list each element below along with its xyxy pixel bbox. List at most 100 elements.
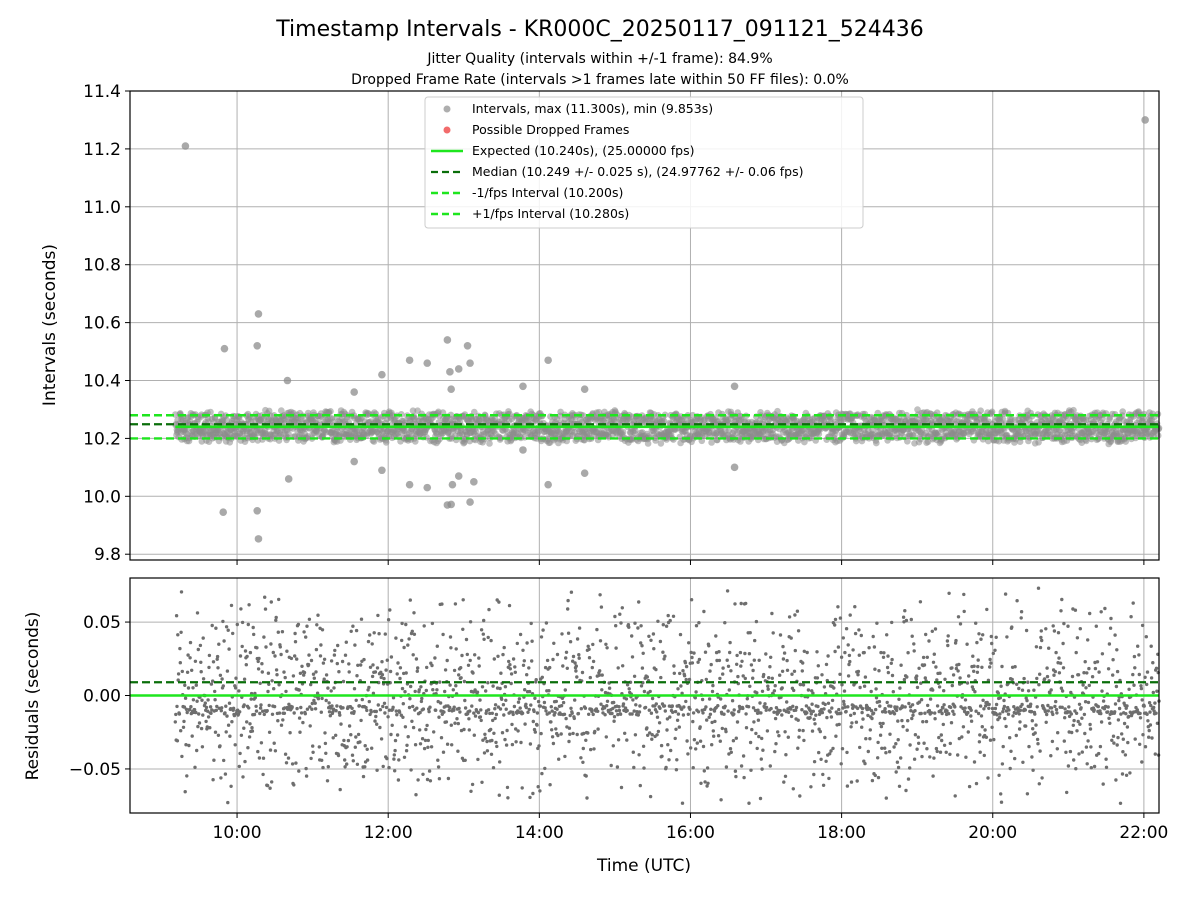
residual-point — [836, 605, 840, 609]
residual-point — [444, 720, 449, 724]
residual-point — [904, 618, 909, 623]
residual-point — [334, 733, 338, 737]
residual-point — [722, 712, 726, 716]
residual-point — [567, 726, 572, 730]
residual-point — [641, 744, 646, 748]
residual-point — [1082, 712, 1087, 717]
residual-point — [754, 731, 758, 736]
residual-point — [620, 606, 624, 610]
residual-point — [769, 655, 773, 659]
residual-point — [812, 717, 816, 721]
residual-point — [889, 661, 893, 665]
residual-point — [449, 723, 453, 727]
residual-point — [404, 622, 408, 627]
residual-point — [462, 679, 467, 684]
residual-point — [1063, 707, 1067, 711]
residual-point — [1084, 686, 1088, 690]
residual-point — [504, 743, 509, 747]
residual-point — [689, 746, 693, 750]
residual-point — [432, 730, 436, 734]
residual-point — [860, 725, 864, 729]
residual-point — [447, 708, 451, 713]
residual-point — [271, 650, 275, 655]
residual-point — [379, 670, 383, 674]
residual-point — [1069, 712, 1074, 716]
residual-point — [445, 658, 449, 663]
residual-point — [478, 698, 482, 702]
residual-point — [529, 621, 533, 626]
residual-point — [378, 708, 383, 712]
residual-point — [506, 796, 510, 800]
outlier-point — [519, 382, 527, 391]
residual-point — [949, 721, 954, 725]
residual-point — [667, 758, 671, 762]
residual-point — [912, 649, 916, 653]
residual-point — [516, 729, 520, 733]
residual-point — [752, 720, 756, 724]
residual-point — [663, 654, 667, 658]
residual-point — [351, 759, 355, 763]
residual-point — [650, 696, 655, 701]
residual-point — [1074, 650, 1078, 655]
residual-point — [739, 601, 743, 606]
residual-point — [329, 689, 333, 693]
residual-point — [810, 729, 815, 733]
residual-point — [729, 669, 733, 673]
residual-point — [878, 733, 883, 737]
residual-point — [1049, 754, 1053, 758]
residual-point — [855, 779, 859, 783]
residual-point — [223, 772, 228, 776]
residual-point — [483, 736, 487, 740]
residual-point — [870, 716, 874, 721]
outlier-point — [253, 341, 262, 350]
residual-point — [221, 684, 225, 688]
residual-point — [1031, 727, 1035, 731]
residual-point — [716, 734, 721, 738]
residual-point — [1084, 745, 1089, 749]
residual-point — [648, 689, 652, 694]
residual-point — [274, 618, 278, 622]
residual-point — [1086, 700, 1091, 705]
interval-point — [1119, 408, 1126, 415]
residual-point — [840, 747, 845, 751]
residual-point — [549, 720, 553, 724]
residual-point — [655, 715, 660, 719]
residual-point — [871, 634, 875, 639]
outlier-point — [447, 500, 455, 509]
residual-point — [199, 670, 203, 674]
residual-point — [907, 701, 911, 706]
residual-point — [557, 757, 561, 761]
residual-point — [470, 704, 474, 708]
residual-point — [721, 666, 725, 670]
residual-point — [500, 697, 504, 701]
outlier-point — [378, 370, 386, 379]
residual-point — [221, 619, 225, 624]
residual-point — [404, 749, 409, 753]
residual-point — [1039, 635, 1043, 640]
residual-point — [598, 669, 602, 673]
residual-point — [508, 667, 512, 671]
residual-point — [238, 751, 242, 756]
residual-point — [254, 704, 258, 708]
residual-point — [884, 751, 888, 755]
residual-point — [882, 651, 886, 655]
residual-point — [513, 670, 517, 674]
residual-point — [946, 643, 950, 648]
residual-point — [500, 731, 505, 735]
residual-point — [718, 676, 722, 681]
residual-point — [1025, 698, 1029, 703]
residual-point — [324, 698, 328, 703]
residual-point — [627, 687, 631, 691]
residual-point — [908, 743, 912, 747]
residual-point — [673, 736, 677, 741]
residual-point — [562, 712, 567, 716]
legend-entry-minus-fps: -1/fps Interval (10.200s) — [431, 185, 623, 200]
residual-point — [986, 776, 990, 780]
residual-point — [420, 696, 424, 701]
residual-point — [229, 603, 234, 608]
residual-point — [649, 711, 654, 715]
legend-intervals-label: Intervals, max (11.300s), min (9.853s) — [472, 101, 713, 116]
residual-point — [467, 728, 471, 732]
residual-point — [206, 715, 211, 719]
residual-point — [370, 674, 375, 679]
